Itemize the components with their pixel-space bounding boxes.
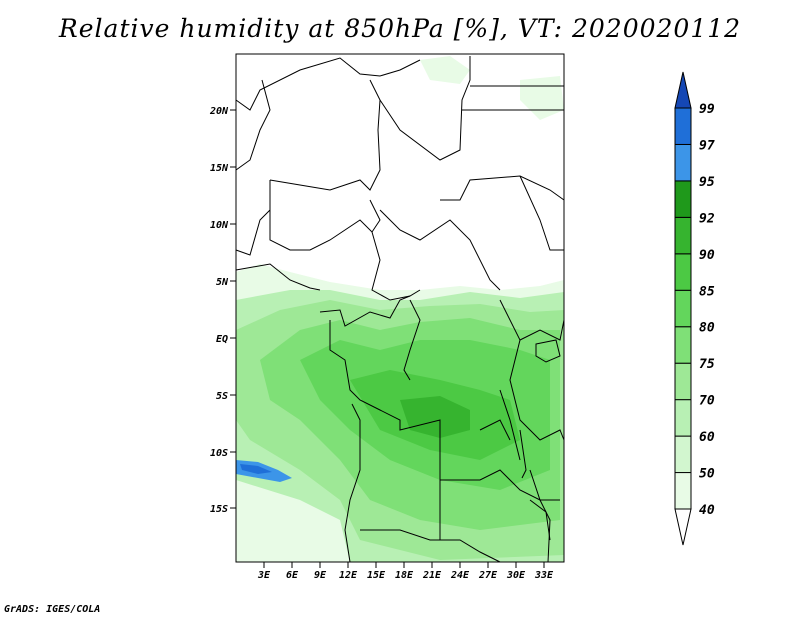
- lon-label: 30E: [506, 570, 526, 581]
- lon-label: 6E: [286, 570, 299, 581]
- lon-labels: 3E 6E 9E 12E 15E 18E 21E 24E 27E 30E 33E: [257, 570, 554, 581]
- colorbar-bottom-triangle: [674, 508, 692, 546]
- lat-label: EQ: [216, 334, 228, 345]
- colorbar-label: 95: [699, 175, 715, 190]
- colorbar-label: 80: [699, 321, 715, 336]
- lon-label: 12E: [339, 570, 358, 581]
- colorbar-box: [674, 180, 692, 218]
- lon-label: 24E: [450, 570, 470, 581]
- colorbar-box: [674, 216, 692, 255]
- lat-label: 5N: [216, 277, 229, 288]
- colorbar-label: 85: [699, 284, 715, 299]
- colorbar-box: [674, 435, 692, 474]
- lon-label: 27E: [478, 570, 498, 581]
- colorbar-box: [674, 326, 692, 364]
- lon-label: 9E: [314, 570, 327, 581]
- colorbar-box: [674, 107, 692, 145]
- colorbar-box: [674, 399, 692, 437]
- lat-labels: 20N 15N 10N 5N EQ 5S 10S 15S: [209, 106, 229, 515]
- colorbar-label: 97: [699, 138, 715, 153]
- lon-label: 3E: [257, 570, 271, 581]
- rh-region-92: [400, 396, 470, 438]
- humidity-field: [236, 56, 564, 562]
- colorbar-label: 92: [699, 211, 715, 226]
- lon-axis: [263, 562, 545, 568]
- lat-label: 15S: [210, 504, 228, 515]
- grads-credit: GrADS: IGES/COLA: [4, 604, 101, 615]
- colorbar-label: 50: [699, 467, 715, 482]
- colorbar-box: [674, 362, 692, 401]
- lon-label: 15E: [367, 570, 386, 581]
- rh-darkblue-patch: [240, 464, 272, 474]
- lat-axis: [230, 109, 236, 509]
- colorbar-box: [674, 289, 692, 328]
- lat-label: 10S: [210, 448, 228, 459]
- lon-label: 33E: [534, 570, 554, 581]
- colorbar-box: [674, 472, 692, 510]
- lon-label: 18E: [395, 570, 414, 581]
- colorbar-labels: 40 50 60 70 75 80 85 90 92 95 97 99: [699, 102, 715, 518]
- colorbar-label: 70: [699, 394, 715, 409]
- country-borders: [235, 56, 565, 563]
- lon-label: 21E: [422, 570, 442, 581]
- colorbar-top-triangle: [674, 71, 692, 109]
- rh-north-patch: [420, 56, 470, 84]
- colorbar-box: [674, 143, 692, 182]
- rh-northeast-patch: [520, 76, 564, 120]
- lat-label: 20N: [209, 106, 229, 117]
- chart-title: Relative humidity at 850hPa [%], VT: 202…: [58, 14, 742, 43]
- colorbar-label: 90: [699, 248, 715, 263]
- colorbar-label: 60: [699, 430, 715, 445]
- colorbar-label: 75: [699, 357, 715, 372]
- map-panel: [235, 53, 565, 563]
- lat-label: 5S: [216, 391, 228, 402]
- colorbar-label: 99: [699, 102, 715, 117]
- colorbar-box: [674, 253, 692, 291]
- lat-label: 15N: [210, 163, 229, 174]
- lakes: [519, 339, 561, 541]
- colorbar: [674, 71, 692, 546]
- lat-label: 10N: [210, 220, 229, 231]
- colorbar-label: 40: [699, 503, 715, 518]
